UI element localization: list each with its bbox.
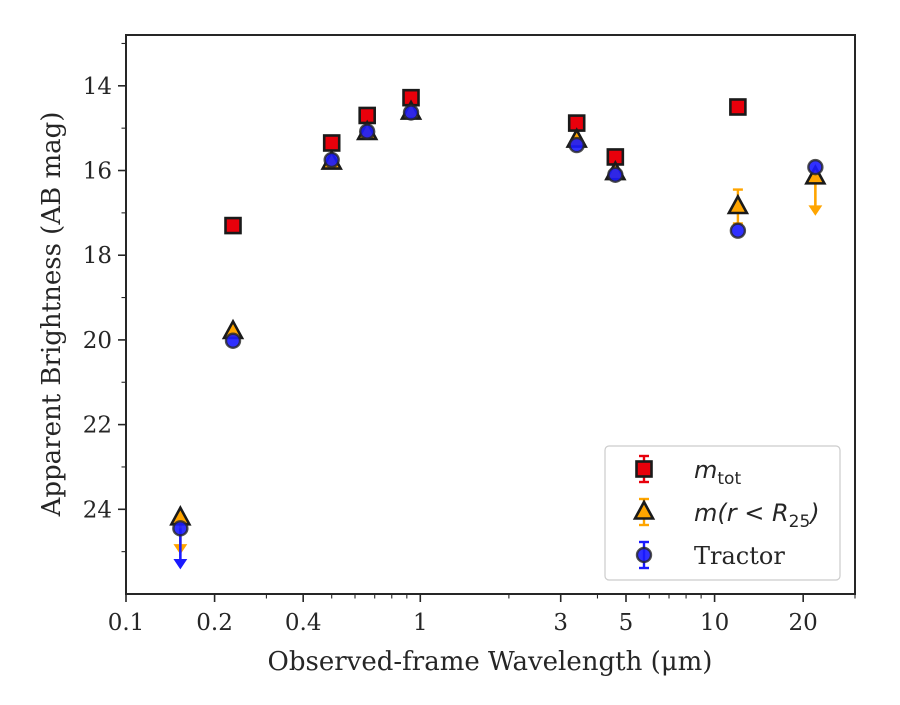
- x-axis-label: Observed-frame Wavelength (μm): [268, 647, 713, 677]
- legend-entry: Tractor: [635, 540, 785, 570]
- legend: mtot m(r < R25) Tractor: [604, 445, 841, 581]
- legend-marker: [635, 460, 653, 478]
- data-point: [402, 104, 420, 121]
- legend-label: m(r < R25): [694, 499, 820, 532]
- data-point: [322, 134, 341, 152]
- data-point: [726, 193, 750, 215]
- series-circle: [172, 104, 824, 570]
- x-tick-label: 0.2: [196, 610, 233, 636]
- data-point: [358, 123, 376, 140]
- y-tick-label: 22: [83, 413, 112, 439]
- legend-entry: mtot: [635, 454, 741, 489]
- legend-box: [604, 445, 841, 581]
- x-tick-label: 1: [413, 610, 428, 636]
- x-tick-label: 20: [789, 610, 818, 636]
- legend-label: mtot: [694, 456, 741, 489]
- legend-marker: [632, 499, 656, 520]
- legend-label: Tractor: [694, 542, 785, 570]
- data-point: [172, 520, 189, 537]
- upper-limit-arrow: [173, 558, 188, 570]
- x-tick-label: 5: [619, 610, 634, 636]
- x-axis-ticks: 0.1 0.2 0.4 1 3 5 10 20: [108, 594, 856, 636]
- y-tick-label: 16: [83, 159, 112, 185]
- x-tick-label: 3: [553, 610, 568, 636]
- legend-entry: m(r < R25): [632, 497, 820, 532]
- x-tick-label: 10: [700, 610, 729, 636]
- x-tick-label: 0.4: [285, 610, 322, 636]
- y-tick-label: 14: [83, 74, 112, 100]
- data-marks: [169, 88, 827, 570]
- data-point: [607, 166, 624, 183]
- y-tick-label: 20: [83, 328, 112, 354]
- data-point: [224, 332, 242, 349]
- y-tick-label: 18: [83, 243, 112, 269]
- data-point: [323, 151, 340, 169]
- series-square: [224, 88, 747, 235]
- plot-frame: [125, 34, 856, 595]
- data-point: [729, 222, 747, 239]
- x-tick-label: 0.1: [108, 610, 145, 636]
- y-tick-label: 24: [83, 497, 112, 523]
- y-axis-label: Apparent Brightness (AB mag): [37, 112, 67, 518]
- data-point: [807, 158, 824, 176]
- legend-marker: [635, 546, 653, 564]
- y-axis-ticks: 14 16 18 20 22 24: [83, 42, 126, 553]
- upper-limit-arrow: [808, 205, 823, 216]
- data-point: [224, 216, 242, 235]
- data-point: [729, 98, 747, 116]
- data-point: [568, 136, 585, 154]
